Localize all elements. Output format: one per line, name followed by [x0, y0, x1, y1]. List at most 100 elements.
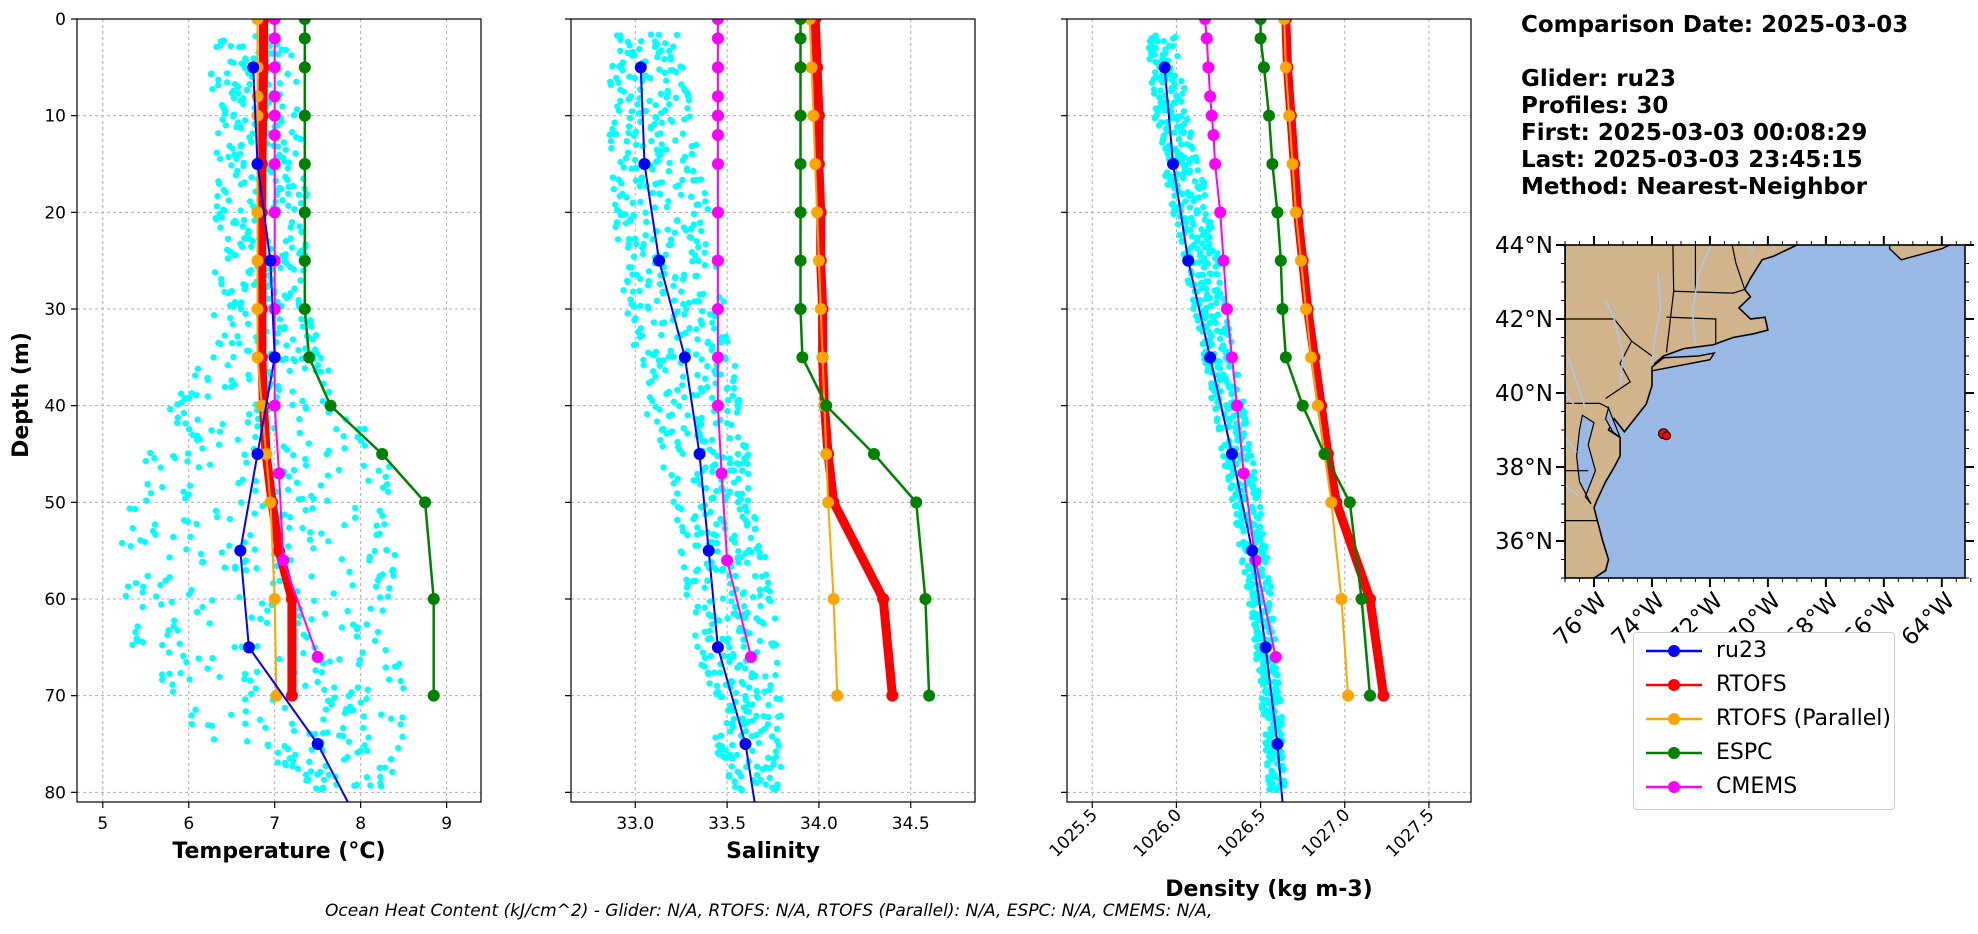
glider-point: [1186, 156, 1194, 164]
glider-point: [655, 357, 662, 364]
glider-point: [1153, 112, 1160, 119]
glider-point: [1274, 688, 1282, 696]
glider-point: [669, 118, 676, 125]
glider-point: [302, 455, 309, 463]
series-point: [1257, 61, 1270, 74]
glider-point: [314, 361, 322, 369]
glider-point: [1251, 475, 1258, 483]
series-point: [634, 61, 647, 74]
glider-point: [217, 42, 224, 49]
glider-point: [285, 543, 292, 550]
glider-point: [377, 783, 385, 790]
glider-point: [309, 336, 316, 343]
glider-point: [702, 240, 709, 248]
glider-point: [285, 190, 292, 198]
glider-point: [167, 405, 174, 413]
glider-point: [139, 603, 146, 611]
glider-point: [1271, 635, 1279, 643]
glider-point: [651, 120, 658, 128]
series-point: [264, 254, 277, 267]
glider-point: [1198, 284, 1205, 292]
glider-point: [221, 564, 228, 571]
glider-point: [665, 241, 673, 249]
glider-point: [1174, 52, 1181, 60]
glider-point: [208, 597, 216, 604]
glider-point: [1263, 623, 1270, 630]
series-point: [1254, 19, 1267, 25]
glider-point: [675, 402, 683, 410]
glider-point: [325, 388, 333, 396]
glider-point: [1240, 420, 1247, 428]
glider-point: [684, 105, 691, 112]
glider-point: [756, 586, 764, 593]
glider-point: [374, 576, 382, 584]
series-point: [1158, 61, 1171, 74]
glider-point: [1216, 365, 1224, 372]
glider-point: [674, 490, 681, 497]
glider-point: [238, 499, 245, 506]
glider-point: [681, 394, 688, 401]
glider-point: [683, 165, 691, 172]
glider-point: [698, 356, 705, 363]
glider-point: [288, 129, 296, 136]
glider-point: [290, 451, 297, 459]
glider-point: [624, 277, 631, 285]
glider-point: [762, 673, 769, 680]
glider-point: [1208, 340, 1216, 348]
glider-point: [217, 224, 224, 231]
glider-point: [647, 74, 654, 82]
glider-point: [305, 440, 312, 447]
glider-point: [645, 379, 653, 387]
series-point: [820, 399, 833, 412]
glider-point: [734, 554, 741, 561]
glider-point: [132, 628, 139, 636]
glider-point: [184, 518, 192, 525]
glider-point: [629, 271, 636, 278]
glider-point: [239, 476, 246, 483]
glider-point: [389, 768, 396, 776]
glider-point: [228, 383, 235, 391]
glider-point: [1218, 345, 1225, 352]
glider-point: [738, 715, 746, 722]
series-point: [298, 61, 311, 74]
glider-point: [323, 451, 330, 458]
glider-point: [366, 553, 374, 561]
glider-point: [322, 706, 330, 713]
glider-point: [679, 176, 686, 184]
glider-point: [632, 315, 639, 322]
x-tick-label: 1027.0: [1298, 805, 1354, 861]
glider-point: [1212, 405, 1219, 413]
glider-point: [1266, 731, 1273, 739]
glider-point: [246, 198, 254, 205]
glider-point: [180, 652, 187, 660]
glider-point: [199, 603, 206, 611]
glider-point: [753, 771, 761, 779]
glider-point: [399, 714, 406, 721]
glider-point: [692, 542, 699, 549]
glider-point: [158, 671, 166, 678]
series-point: [251, 158, 264, 170]
glider-point: [215, 130, 222, 137]
glider-point: [129, 641, 136, 649]
glider-point: [390, 572, 397, 579]
series-point: [268, 303, 281, 315]
glider-point: [638, 174, 646, 181]
series-point: [877, 593, 890, 605]
glider-point: [400, 685, 407, 692]
glider-point: [284, 176, 291, 184]
glider-point: [1252, 623, 1260, 630]
glider-point: [280, 325, 288, 333]
glider-point: [341, 710, 349, 717]
glider-point: [670, 282, 677, 289]
glider-point: [1201, 191, 1209, 199]
glider-point: [706, 680, 713, 687]
series-point: [1274, 254, 1287, 267]
glider-point: [610, 185, 618, 193]
glider-point: [291, 285, 298, 292]
glider-point: [724, 635, 732, 642]
glider-point: [246, 80, 253, 88]
series-point: [711, 19, 724, 25]
series-point: [1205, 109, 1218, 122]
glider-point: [1185, 279, 1192, 287]
series-point: [242, 641, 255, 654]
